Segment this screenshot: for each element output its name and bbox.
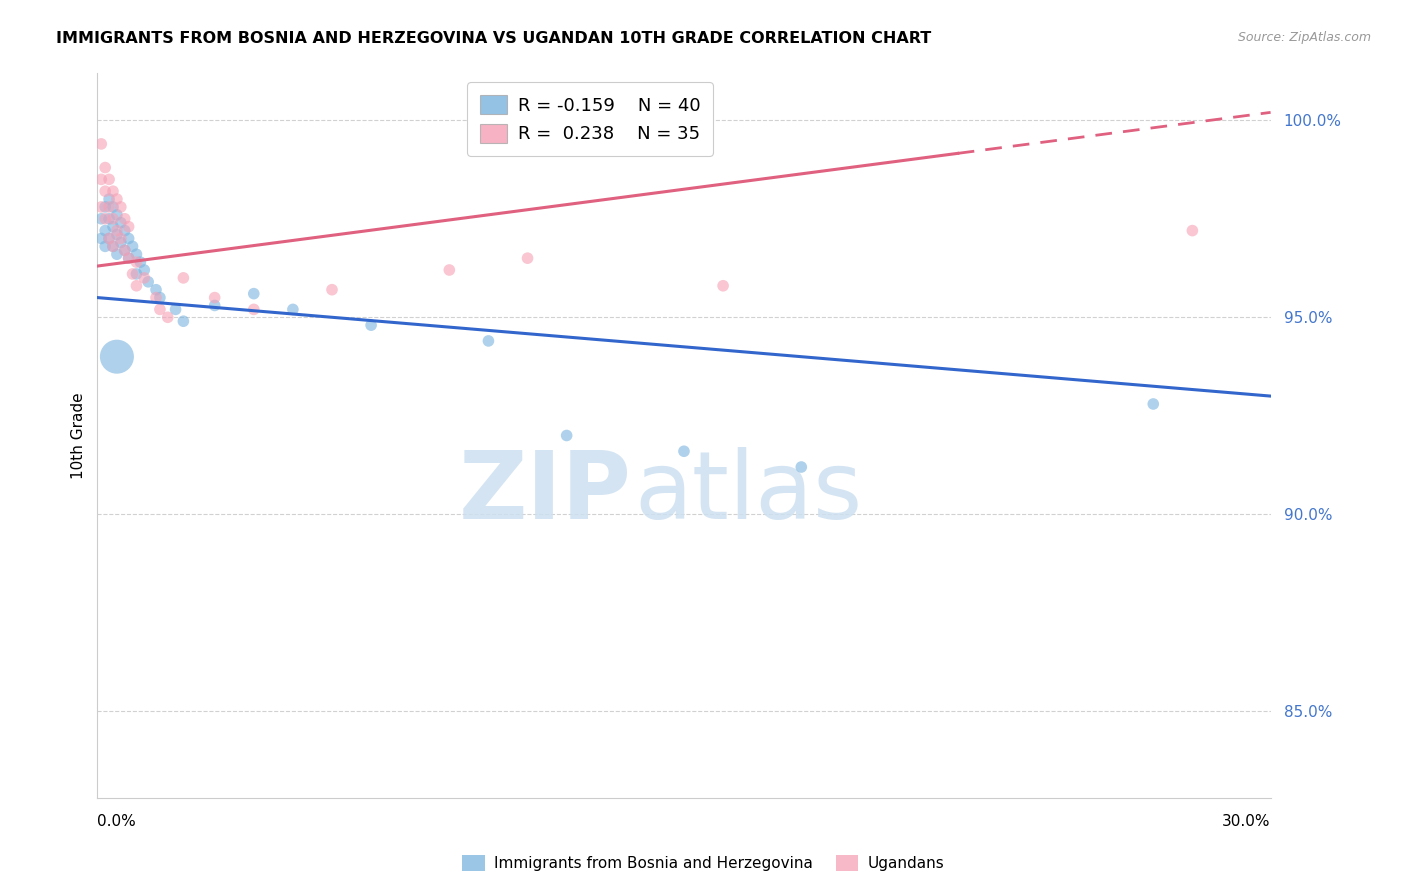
Point xyxy=(321,283,343,297)
Point xyxy=(134,271,156,285)
Point xyxy=(165,302,187,317)
Point xyxy=(98,200,121,214)
Point xyxy=(94,184,117,198)
Point xyxy=(1181,224,1204,238)
Point xyxy=(90,136,112,151)
Point xyxy=(204,291,226,305)
Point xyxy=(117,231,139,245)
Point xyxy=(672,444,695,458)
Point xyxy=(790,460,813,475)
Point xyxy=(98,211,121,226)
Point xyxy=(145,291,167,305)
Legend: Immigrants from Bosnia and Herzegovina, Ugandans: Immigrants from Bosnia and Herzegovina, … xyxy=(456,849,950,877)
Point xyxy=(90,231,112,245)
Point xyxy=(117,219,139,234)
Point xyxy=(90,200,112,214)
Point xyxy=(243,302,266,317)
Point xyxy=(110,200,132,214)
Point xyxy=(172,314,194,328)
Text: atlas: atlas xyxy=(634,448,863,540)
Point xyxy=(105,208,128,222)
Text: ZIP: ZIP xyxy=(458,448,631,540)
Point xyxy=(360,318,382,333)
Text: 30.0%: 30.0% xyxy=(1222,814,1271,829)
Text: Source: ZipAtlas.com: Source: ZipAtlas.com xyxy=(1237,31,1371,45)
Point xyxy=(90,172,112,186)
Point xyxy=(125,278,148,293)
Point xyxy=(105,224,128,238)
Point xyxy=(711,278,734,293)
Point xyxy=(105,227,128,242)
Point xyxy=(101,219,124,234)
Point xyxy=(98,192,121,206)
Point xyxy=(125,255,148,269)
Point xyxy=(110,231,132,245)
Point xyxy=(439,263,461,277)
Point xyxy=(172,271,194,285)
Point xyxy=(156,310,179,325)
Point xyxy=(114,244,136,258)
Point xyxy=(555,428,578,442)
Point xyxy=(477,334,499,348)
Point xyxy=(101,239,124,253)
Point xyxy=(129,255,152,269)
Point xyxy=(117,251,139,265)
Point xyxy=(94,239,117,253)
Point xyxy=(121,267,143,281)
Point xyxy=(98,172,121,186)
Y-axis label: 10th Grade: 10th Grade xyxy=(72,392,86,479)
Point xyxy=(105,247,128,261)
Point xyxy=(121,239,143,253)
Text: 0.0%: 0.0% xyxy=(97,814,136,829)
Point xyxy=(125,267,148,281)
Point xyxy=(281,302,304,317)
Point xyxy=(134,263,156,277)
Point xyxy=(125,247,148,261)
Point xyxy=(101,239,124,253)
Point xyxy=(94,200,117,214)
Point xyxy=(90,211,112,226)
Point xyxy=(105,350,128,364)
Point xyxy=(110,216,132,230)
Point xyxy=(94,161,117,175)
Point xyxy=(114,224,136,238)
Point xyxy=(516,251,538,265)
Point xyxy=(145,283,167,297)
Point xyxy=(101,211,124,226)
Point xyxy=(105,192,128,206)
Point xyxy=(149,291,172,305)
Legend: R = -0.159    N = 40, R =  0.238    N = 35: R = -0.159 N = 40, R = 0.238 N = 35 xyxy=(467,82,713,156)
Point xyxy=(149,302,172,317)
Point xyxy=(98,231,121,245)
Point xyxy=(243,286,266,301)
Point xyxy=(114,244,136,258)
Text: IMMIGRANTS FROM BOSNIA AND HERZEGOVINA VS UGANDAN 10TH GRADE CORRELATION CHART: IMMIGRANTS FROM BOSNIA AND HERZEGOVINA V… xyxy=(56,31,932,46)
Point xyxy=(114,211,136,226)
Point xyxy=(101,184,124,198)
Point xyxy=(117,251,139,265)
Point xyxy=(98,231,121,245)
Point xyxy=(94,211,117,226)
Point xyxy=(204,298,226,312)
Point xyxy=(110,235,132,250)
Point xyxy=(136,275,159,289)
Point xyxy=(101,200,124,214)
Point xyxy=(94,224,117,238)
Point xyxy=(1142,397,1164,411)
